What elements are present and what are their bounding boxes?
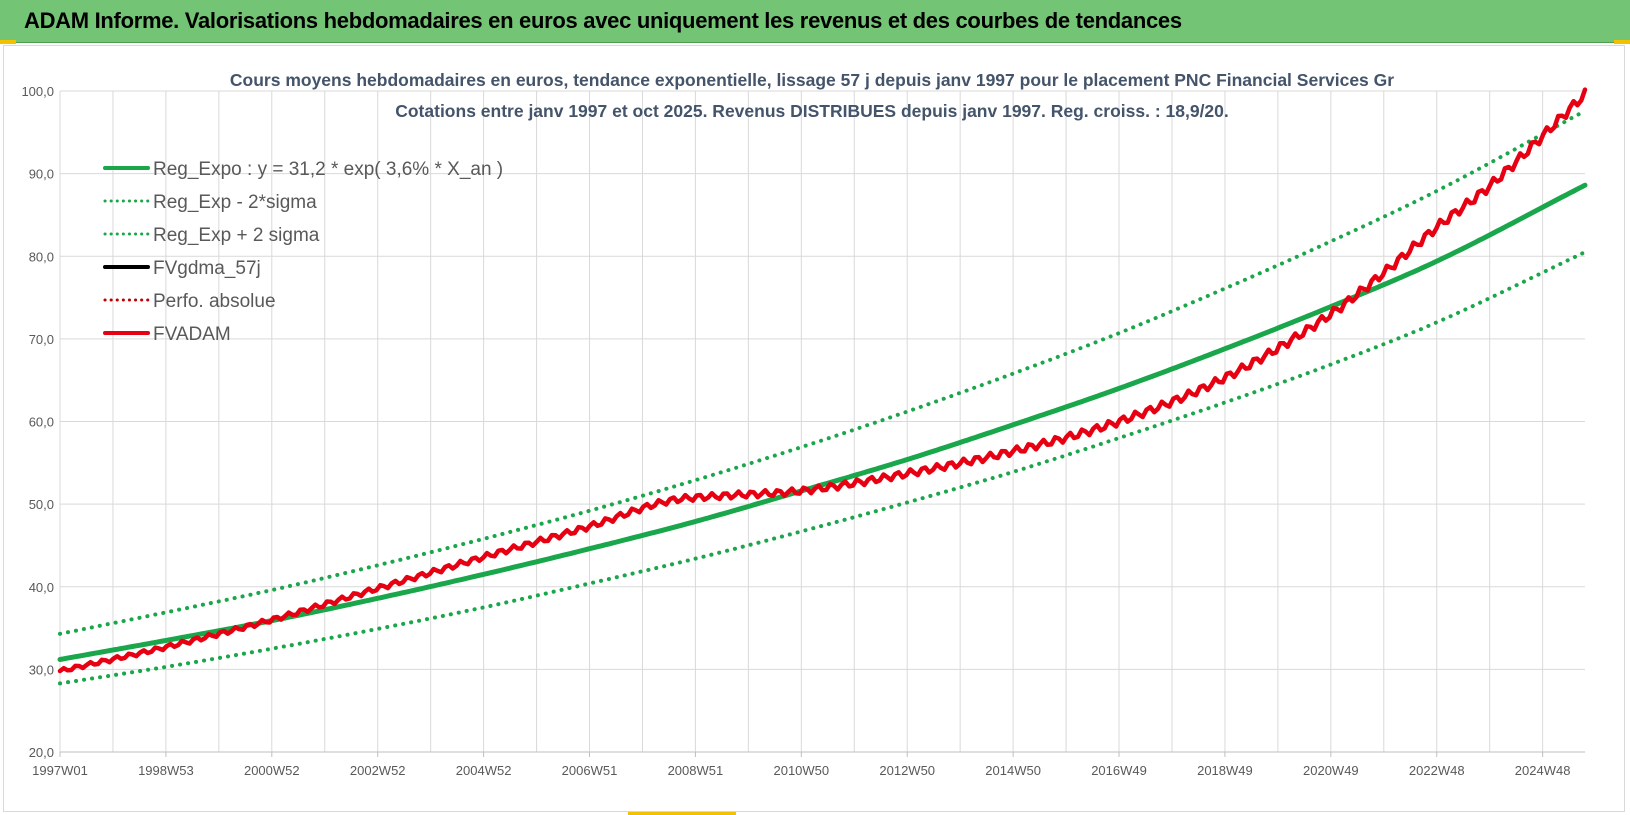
x-tick-label: 2012W50 [879, 763, 935, 778]
corner-accent-top-right [1614, 40, 1630, 44]
report-title: ADAM Informe. Valorisations hebdomadaire… [24, 8, 1182, 33]
y-tick-label: 70,0 [29, 332, 54, 347]
x-tick-label: 2010W50 [773, 763, 829, 778]
grid [59, 90, 1585, 753]
x-tick-label: 1998W53 [138, 763, 194, 778]
y-tick-label: 90,0 [29, 167, 54, 182]
x-tick-label: 2020W49 [1303, 763, 1359, 778]
y-tick-label: 20,0 [29, 745, 54, 760]
x-tick-label: 2008W51 [668, 763, 724, 778]
legend-label: Reg_Exp + 2 sigma [153, 225, 320, 246]
corner-accent-top-left [0, 40, 16, 44]
series-reg-exp-minus-2sigma-line [58, 250, 1587, 686]
series [57, 87, 1588, 686]
y-tick-label: 30,0 [29, 662, 54, 677]
x-tick-label: 2002W52 [350, 763, 406, 778]
series-reg-exp-plus-2sigma-line [58, 108, 1587, 636]
x-axis-ticks: 1997W01 1998W53 2000W52 2002W52 2004W52 2006W… [32, 752, 1570, 778]
y-tick-label: 100,0 [21, 84, 54, 99]
legend: Reg_Expo : y = 31,2 * exp( 3,6% * X_an )… [103, 159, 503, 345]
chart-subtitle: Cotations entre janv 1997 et oct 2025. R… [395, 101, 1229, 121]
x-tick-label: 2022W48 [1409, 763, 1465, 778]
legend-label: Reg_Exp - 2*sigma [153, 192, 317, 213]
chart-frame [3, 45, 1625, 812]
series-fvadam-line [57, 87, 1588, 674]
y-tick-label: 80,0 [29, 249, 54, 264]
x-tick-label: 2000W52 [244, 763, 300, 778]
legend-label: FVgdma_57j [153, 258, 261, 279]
x-tick-label: 2014W50 [985, 763, 1041, 778]
y-tick-label: 40,0 [29, 580, 54, 595]
chart-title: Cours moyens hebdomadaires en euros, ten… [230, 70, 1394, 90]
x-tick-label: 2018W49 [1197, 763, 1253, 778]
x-tick-label: 2024W48 [1515, 763, 1571, 778]
legend-label: FVADAM [153, 324, 231, 345]
legend-label: Perfo. absolue [153, 291, 276, 312]
y-axis-ticks: 20,0 30,0 40,0 50,0 60,0 70,0 80,0 90,0 100,0 [21, 84, 54, 760]
legend-label: Reg_Expo : y = 31,2 * exp( 3,6% * X_an ) [153, 159, 503, 180]
x-tick-label: 2004W52 [456, 763, 512, 778]
x-tick-label: 2016W49 [1091, 763, 1147, 778]
x-tick-label: 2006W51 [562, 763, 618, 778]
corner-accent-bottom-center [628, 811, 736, 815]
report-header-bar: ADAM Informe. Valorisations hebdomadaire… [0, 0, 1630, 43]
y-tick-label: 60,0 [29, 415, 54, 430]
y-tick-label: 50,0 [29, 497, 54, 512]
series-reg-expo-line [57, 182, 1588, 662]
x-tick-label: 1997W01 [32, 763, 88, 778]
